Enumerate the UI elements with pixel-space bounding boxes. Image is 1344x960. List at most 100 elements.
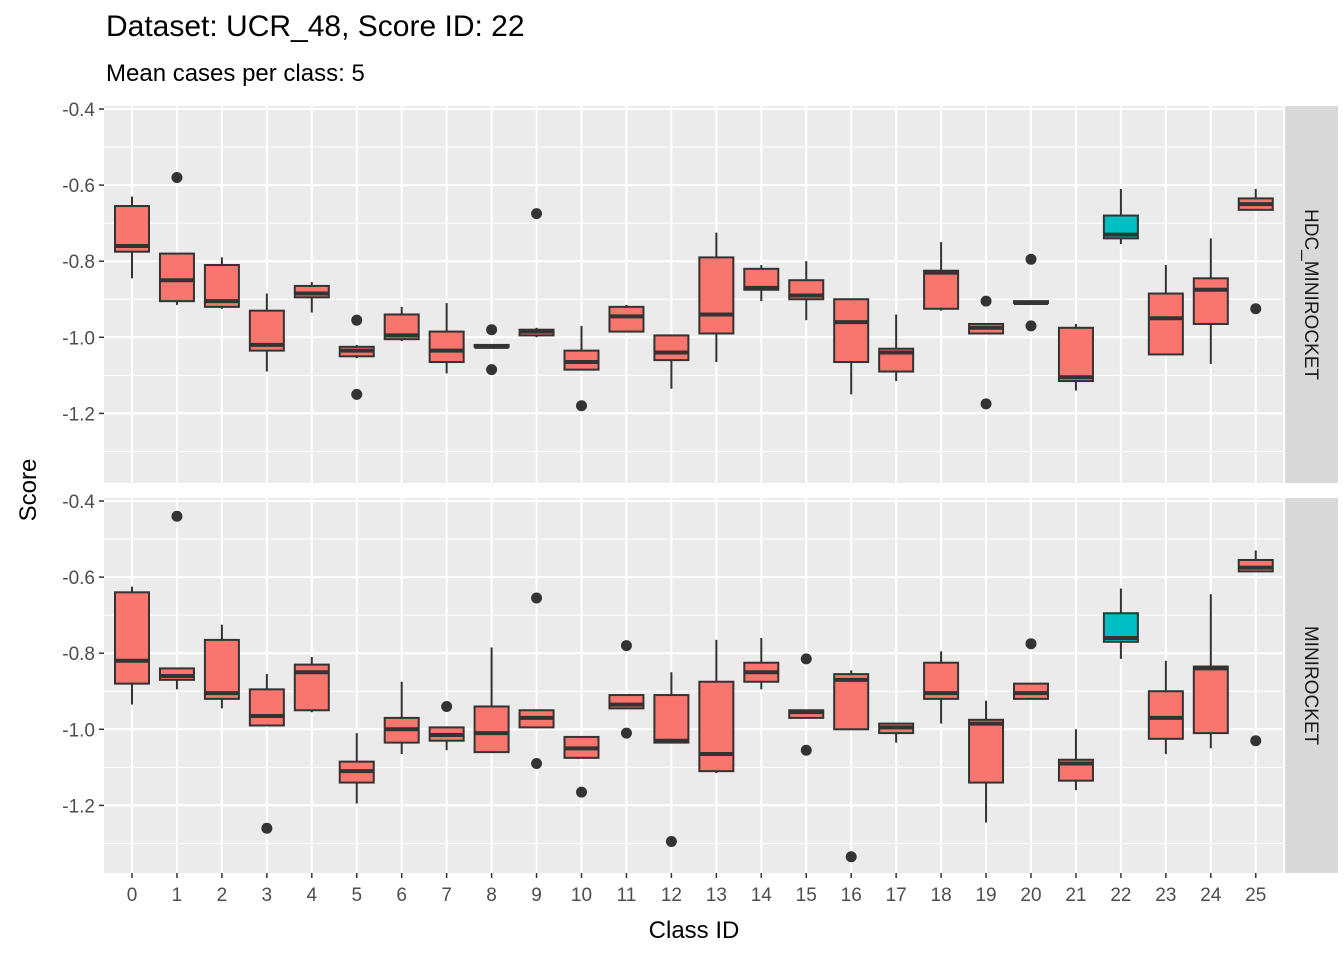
y-tick-label: -0.8: [62, 252, 95, 273]
x-tick-label: 1: [172, 885, 183, 906]
outlier-point: [171, 171, 183, 183]
iqr-box: [653, 334, 690, 362]
box-category-0: [114, 196, 150, 279]
box-category-24: [1192, 238, 1229, 364]
iqr-box: [203, 638, 240, 700]
x-tick-label: 10: [571, 885, 592, 906]
box-category-7: [428, 700, 465, 751]
box-category-25: [1237, 550, 1274, 747]
x-tick-label: 25: [1245, 885, 1266, 906]
outlier-point: [486, 364, 498, 376]
x-tick-label: 11: [617, 885, 637, 906]
box-category-8: [473, 324, 510, 376]
box-category-7: [428, 303, 465, 374]
box-category-22: [1102, 188, 1139, 245]
box-category-1: [158, 510, 195, 690]
x-tick-label: 24: [1200, 885, 1222, 906]
x-tick-label: 21: [1065, 885, 1086, 906]
box-category-24: [1192, 594, 1229, 749]
outlier-point: [980, 398, 992, 410]
x-tick-label: 15: [796, 885, 817, 906]
iqr-box: [1192, 665, 1229, 735]
outlier-point: [1025, 638, 1037, 650]
x-axis-label: Class ID: [649, 917, 740, 944]
box-category-0: [114, 586, 150, 705]
box-category-20: [1013, 253, 1049, 332]
chart-title: Dataset: UCR_48, Score ID: 22: [106, 10, 525, 43]
x-tick-label: 13: [706, 885, 727, 906]
box-category-9: [518, 592, 555, 770]
box-category-13: [698, 232, 735, 363]
box-category-3: [248, 674, 285, 834]
x-tick-label: 14: [751, 885, 773, 906]
outlier-point: [486, 324, 498, 336]
panel-background: [104, 106, 1283, 483]
iqr-box: [248, 688, 285, 727]
outlier-point: [1025, 253, 1037, 265]
box-category-6: [383, 306, 420, 342]
y-tick-label: -1.2: [62, 404, 95, 425]
box-category-4: [293, 657, 330, 713]
iqr-box: [608, 305, 645, 333]
outlier-point: [171, 510, 183, 522]
x-tick-label: 9: [531, 885, 542, 906]
iqr-box: [114, 591, 150, 685]
box-category-5: [338, 314, 375, 400]
x-tick-label: 12: [661, 885, 682, 906]
x-tick-label: 8: [486, 885, 497, 906]
iqr-box: [1147, 690, 1184, 740]
x-tick-label: 16: [841, 885, 862, 906]
box-category-6: [383, 681, 420, 755]
iqr-box: [428, 330, 465, 364]
outlier-point: [845, 851, 857, 863]
x-tick-label: 0: [127, 885, 138, 906]
outlier-point: [800, 653, 812, 665]
box-category-14: [743, 265, 780, 302]
x-tick-label: 18: [931, 885, 952, 906]
iqr-box: [923, 269, 960, 310]
box-category-2: [203, 624, 240, 709]
box-category-2: [203, 257, 240, 309]
outlier-point: [1250, 735, 1262, 747]
box-category-12: [653, 334, 690, 389]
x-tick-label: 22: [1110, 885, 1131, 906]
outlier-point: [531, 592, 543, 604]
iqr-box: [968, 718, 1005, 784]
iqr-box: [158, 252, 195, 303]
box-category-10: [563, 735, 600, 798]
box-category-17: [878, 722, 915, 743]
box-category-22: [1102, 588, 1139, 659]
box-category-19: [968, 295, 1005, 410]
x-axis: 0 1 2 3 4 5 6 7 8 9 10 11 12 13 14 15 16 17 18 19 20 21 22 23 24…: [127, 873, 1266, 906]
box-category-16: [833, 298, 870, 395]
box-category-20: [1013, 638, 1049, 700]
x-tick-label: 19: [975, 885, 996, 906]
y-tick-label: -0.6: [62, 176, 95, 197]
box-category-12: [653, 672, 690, 848]
outlier-point: [576, 786, 587, 798]
y-tick-label: -1.2: [62, 796, 95, 817]
iqr-box: [473, 705, 510, 754]
iqr-box: [833, 673, 870, 731]
outlier-point: [1025, 320, 1037, 332]
box-category-21: [1057, 323, 1094, 391]
outlier-point: [800, 744, 812, 756]
box-category-15: [788, 653, 825, 756]
outlier-point: [441, 700, 453, 712]
x-tick-label: 7: [441, 885, 452, 906]
box-category-11: [608, 304, 645, 333]
iqr-box: [833, 298, 870, 364]
y-tick-label: -0.8: [62, 644, 95, 665]
facet-panel-0: -0.4 -0.6 -0.8 -1.0 -1.2 HDC_MINIROCKET: [62, 100, 1338, 483]
x-tick-label: 4: [307, 885, 318, 906]
outlier-point: [665, 836, 677, 848]
iqr-box: [698, 256, 735, 335]
x-tick-label: 6: [396, 885, 407, 906]
outlier-point: [576, 400, 587, 412]
facet-strip-label: MINIROCKET: [1300, 626, 1321, 746]
outlier-point: [980, 295, 992, 307]
x-tick-label: 20: [1020, 885, 1041, 906]
panels-layer: -0.4-0.6-0.8-1.0-1.2HDC_MINIROCKET-0.4-0…: [62, 100, 1338, 906]
facet-strip: [1285, 498, 1338, 873]
